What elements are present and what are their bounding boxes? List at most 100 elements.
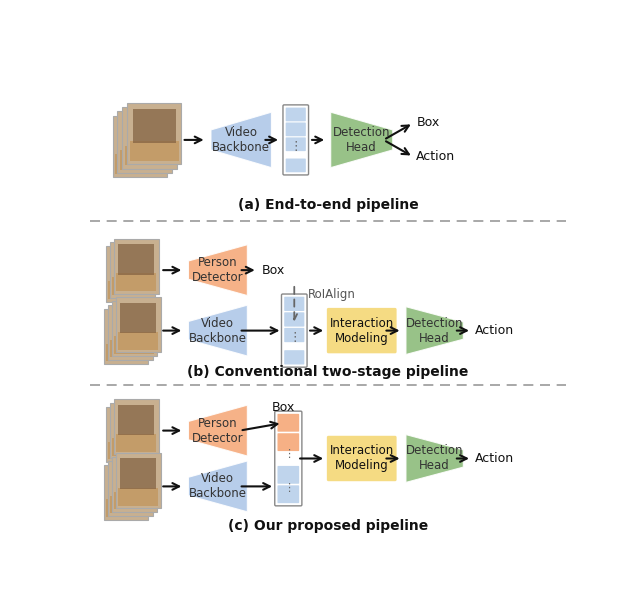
FancyBboxPatch shape: [278, 466, 299, 484]
Bar: [123, 117, 166, 152]
Text: (c) Our proposed pipeline: (c) Our proposed pipeline: [228, 519, 428, 533]
Text: Box: Box: [272, 401, 295, 414]
Bar: [120, 150, 169, 170]
Bar: [116, 434, 156, 452]
FancyBboxPatch shape: [283, 105, 308, 175]
Bar: [106, 500, 146, 517]
FancyBboxPatch shape: [285, 123, 306, 137]
Text: Video
Backbone: Video Backbone: [212, 126, 270, 154]
Bar: [104, 464, 148, 520]
Text: Person
Detector: Person Detector: [192, 417, 244, 445]
Bar: [127, 103, 181, 164]
Bar: [110, 495, 150, 513]
Bar: [110, 252, 146, 282]
Bar: [104, 309, 148, 364]
Bar: [108, 442, 148, 460]
Bar: [112, 277, 152, 295]
FancyBboxPatch shape: [284, 312, 305, 327]
Text: (a) End-to-end pipeline: (a) End-to-end pipeline: [237, 198, 419, 212]
FancyBboxPatch shape: [278, 433, 299, 451]
Bar: [118, 488, 158, 506]
Polygon shape: [188, 461, 247, 512]
Text: Interaction
Modeling: Interaction Modeling: [330, 445, 394, 472]
Polygon shape: [406, 307, 463, 355]
Text: Detection
Head: Detection Head: [333, 126, 390, 154]
Text: ⋮: ⋮: [288, 331, 301, 344]
Bar: [116, 297, 161, 353]
Bar: [116, 453, 161, 509]
FancyBboxPatch shape: [285, 158, 306, 172]
Bar: [106, 246, 150, 302]
Bar: [112, 466, 148, 496]
FancyBboxPatch shape: [275, 411, 302, 506]
FancyBboxPatch shape: [284, 297, 305, 311]
FancyBboxPatch shape: [284, 328, 305, 342]
Bar: [128, 113, 171, 147]
Polygon shape: [331, 112, 393, 168]
Polygon shape: [188, 405, 247, 456]
Bar: [112, 310, 148, 341]
Bar: [117, 111, 172, 173]
Bar: [108, 314, 144, 345]
Text: Detection
Head: Detection Head: [406, 316, 463, 345]
Text: RoIAlign: RoIAlign: [308, 288, 356, 301]
Text: Action: Action: [416, 150, 456, 163]
Bar: [114, 248, 150, 278]
Polygon shape: [188, 305, 247, 356]
Bar: [114, 492, 154, 509]
Polygon shape: [211, 112, 271, 168]
Polygon shape: [406, 435, 463, 483]
Text: ⋮: ⋮: [289, 140, 302, 153]
Bar: [114, 399, 159, 454]
Bar: [114, 408, 150, 439]
Bar: [108, 461, 152, 516]
Bar: [115, 155, 164, 174]
Bar: [122, 107, 177, 169]
Bar: [132, 109, 176, 143]
Bar: [114, 336, 154, 353]
Text: ⋮: ⋮: [283, 449, 294, 459]
Text: Action: Action: [476, 452, 515, 465]
Bar: [109, 403, 154, 458]
Bar: [118, 332, 158, 350]
Polygon shape: [188, 245, 247, 295]
Bar: [118, 122, 161, 156]
Bar: [116, 306, 152, 337]
Bar: [111, 301, 157, 356]
Bar: [120, 303, 156, 333]
FancyBboxPatch shape: [285, 137, 306, 151]
Text: Box: Box: [262, 263, 285, 277]
FancyBboxPatch shape: [278, 414, 299, 432]
FancyBboxPatch shape: [327, 435, 397, 481]
Bar: [118, 244, 154, 275]
Bar: [110, 339, 150, 358]
Bar: [109, 242, 154, 298]
Bar: [106, 406, 150, 462]
Bar: [111, 457, 157, 512]
Text: Detection
Head: Detection Head: [406, 445, 463, 472]
Text: Video
Backbone: Video Backbone: [189, 316, 247, 345]
Bar: [116, 274, 156, 291]
Bar: [108, 281, 148, 299]
FancyBboxPatch shape: [278, 486, 299, 503]
Bar: [130, 141, 179, 161]
Bar: [108, 470, 144, 501]
Text: Box: Box: [416, 117, 440, 129]
Bar: [114, 239, 159, 294]
FancyBboxPatch shape: [327, 308, 397, 353]
Text: Video
Backbone: Video Backbone: [189, 472, 247, 500]
Bar: [120, 458, 156, 489]
Text: (b) Conventional two-stage pipeline: (b) Conventional two-stage pipeline: [188, 365, 468, 379]
Bar: [108, 305, 152, 360]
Bar: [118, 405, 154, 435]
Bar: [110, 413, 146, 443]
Text: Interaction
Modeling: Interaction Modeling: [330, 316, 394, 345]
FancyBboxPatch shape: [282, 294, 307, 367]
Bar: [116, 462, 152, 493]
Bar: [125, 146, 174, 165]
Bar: [112, 438, 152, 455]
Text: ⋮: ⋮: [283, 483, 294, 493]
FancyBboxPatch shape: [285, 108, 306, 121]
Text: Action: Action: [476, 324, 515, 337]
FancyBboxPatch shape: [284, 350, 305, 364]
